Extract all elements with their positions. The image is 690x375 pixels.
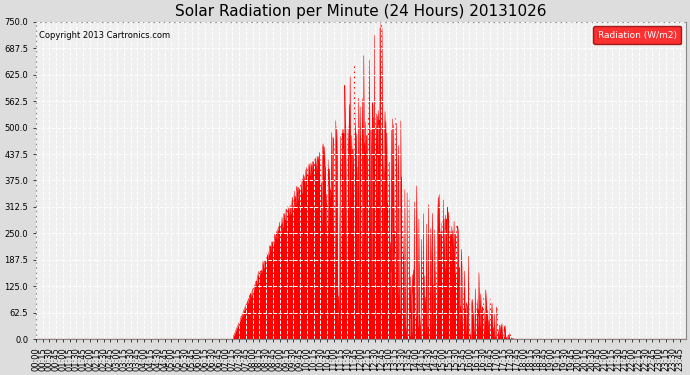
- Title: Solar Radiation per Minute (24 Hours) 20131026: Solar Radiation per Minute (24 Hours) 20…: [175, 4, 546, 19]
- Text: Copyright 2013 Cartronics.com: Copyright 2013 Cartronics.com: [39, 31, 170, 40]
- Legend: Radiation (W/m2): Radiation (W/m2): [593, 26, 681, 44]
